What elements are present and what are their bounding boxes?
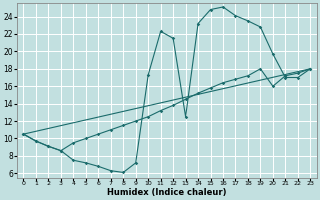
X-axis label: Humidex (Indice chaleur): Humidex (Indice chaleur)	[107, 188, 227, 197]
